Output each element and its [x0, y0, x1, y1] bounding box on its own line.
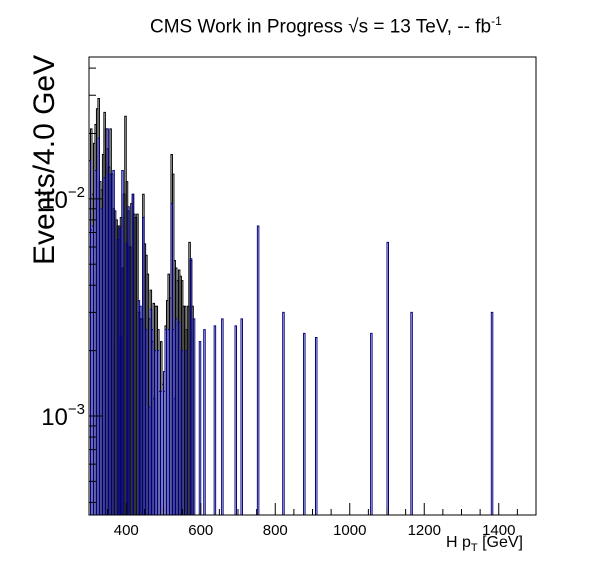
- histogram-bin: [127, 206, 130, 515]
- x-axis-label-main: H p: [446, 534, 471, 551]
- title-energy: √s = 13 TeV, -- fb: [348, 16, 492, 38]
- histogram-bin: [303, 332, 306, 515]
- histogram-bin: [192, 318, 196, 515]
- histogram-bin: [221, 318, 224, 515]
- histogram-bin: [180, 350, 184, 515]
- x-tick-label: 800: [263, 522, 288, 539]
- histogram-bin: [157, 350, 160, 515]
- histogram-bin: [100, 208, 103, 515]
- title-energy-sup: -1: [491, 14, 502, 28]
- histogram-bin: [234, 325, 238, 515]
- histogram-bin: [97, 137, 100, 515]
- histogram-bin: [203, 329, 206, 515]
- x-tick-label: 1200: [408, 522, 441, 539]
- histogram-bin: [213, 325, 217, 515]
- x-axis-label: H pT [GeV]: [446, 534, 523, 554]
- histogram-bin: [106, 128, 109, 515]
- y-tick-label: 10−2: [41, 184, 85, 214]
- histogram-bin: [164, 329, 167, 515]
- histogram-bin: [167, 329, 170, 515]
- histogram-bin: [370, 332, 373, 515]
- histogram-bin: [177, 321, 181, 515]
- histogram-bin: [139, 305, 142, 515]
- histogram-bin: [112, 170, 115, 515]
- axis-ticks: 400 600 800 1000 1200 1400 10−2 10−3: [41, 67, 537, 539]
- x-tick-label: 1400: [482, 522, 515, 539]
- histogram-bin: [131, 193, 135, 515]
- histogram-bin: [103, 177, 106, 515]
- histogram-bin: [142, 217, 145, 515]
- histogram-bin: [282, 311, 285, 515]
- histogram-bin: [160, 390, 163, 515]
- histogram-bars: [88, 97, 494, 515]
- plot-frame: [88, 56, 537, 516]
- histogram-bin: [198, 341, 202, 515]
- x-tick-label: 600: [188, 522, 213, 539]
- y-tick-label: 10−3: [41, 401, 85, 431]
- x-axis-label-sub: T: [470, 542, 478, 555]
- histogram-bin: [94, 170, 97, 515]
- histogram-bin: [121, 170, 124, 515]
- y-axis-label: Events/4.0 GeV: [28, 54, 61, 265]
- histogram-bin: [189, 258, 193, 515]
- histogram-bin: [386, 241, 389, 515]
- x-axis-label-unit: [GeV]: [477, 534, 523, 551]
- histogram-bin: [240, 318, 243, 515]
- histogram-bin: [91, 225, 94, 515]
- histogram-bin: [185, 350, 188, 515]
- x-tick-label: 1000: [333, 522, 366, 539]
- histogram-bin: [174, 318, 178, 515]
- title-main: CMS Work in Progress: [150, 16, 343, 38]
- histogram-bin: [314, 336, 318, 515]
- x-tick-label: 400: [114, 522, 139, 539]
- histogram-bin: [145, 329, 148, 515]
- histogram-bin: [410, 311, 413, 515]
- histogram-bin: [490, 311, 494, 515]
- histogram-bin: [154, 350, 157, 515]
- histogram-bin: [256, 225, 260, 515]
- histogram-bin: [109, 173, 112, 515]
- chart-title: CMS Work in Progress √s = 13 TeV, -- fb-…: [150, 14, 502, 38]
